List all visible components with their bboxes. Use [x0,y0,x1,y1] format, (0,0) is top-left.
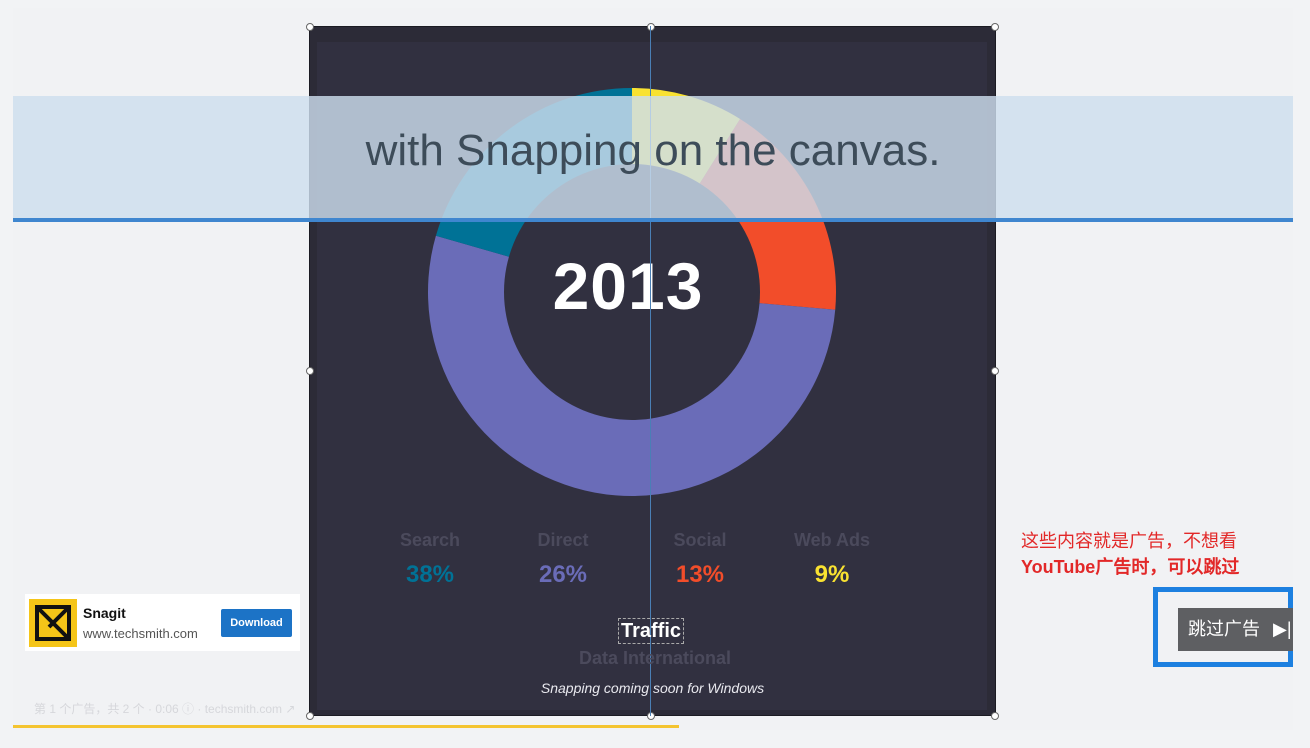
skip-ad-label: 跳过广告 [1188,619,1260,639]
snapping-note: Snapping coming soon for Windows [540,680,765,696]
caption-banner: with Snapping on the canvas. [13,96,1293,220]
annotation-line-1: 这些内容就是广告，不想看 [1021,531,1237,551]
caption-underline [13,218,1293,222]
donut-hole [504,164,760,420]
snagit-logo-icon [29,599,77,647]
resize-handle[interactable] [647,23,655,31]
legend-value: 26% [538,561,588,588]
legend-label: Search [399,530,461,550]
ad-card[interactable]: Snagit www.techsmith.com Download [25,594,300,651]
chart-title-selected[interactable]: Traffic [618,618,684,644]
annotation-line-2: YouTube广告时，可以跳过 [1021,557,1240,577]
chart-year: 2013 [552,249,704,323]
skip-next-icon: ▶| [1273,619,1292,639]
resize-handle[interactable] [647,712,655,720]
legend-web-ads: Web Ads 9% [772,530,892,589]
legend-label: Social [673,530,727,550]
ad-url[interactable]: www.techsmith.com [83,626,198,641]
legend-label: Direct [537,530,589,550]
skip-ad-button[interactable]: 跳过广告 ▶| [1178,608,1293,651]
resize-handle[interactable] [991,23,999,31]
annotation-note: 这些内容就是广告，不想看 YouTube广告时，可以跳过 [1021,528,1239,580]
ad-progress-bar[interactable] [13,725,679,728]
ad-info-line[interactable]: 第 1 个广告，共 2 个 · 0:06 ⓘ · techsmith.com ↗ [34,702,296,716]
resize-handle[interactable] [306,23,314,31]
resize-handle[interactable] [306,367,314,375]
resize-handle[interactable] [991,367,999,375]
ad-advertiser-name: Snagit [83,605,126,621]
legend-value: 13% [675,561,725,588]
resize-handle[interactable] [306,712,314,720]
legend-label: Web Ads [793,530,870,550]
snap-guide-vertical [650,26,651,716]
legend-social: Social 13% [640,530,760,589]
legend-direct: Direct 26% [503,530,623,589]
chart-subtitle: Data International [578,648,732,668]
legend-search: Search 38% [370,530,490,589]
legend-value: 38% [405,561,455,588]
legend-value: 9% [814,561,850,588]
download-button[interactable]: Download [221,609,292,637]
resize-handle[interactable] [991,712,999,720]
caption-text: with Snapping on the canvas. [365,126,941,175]
